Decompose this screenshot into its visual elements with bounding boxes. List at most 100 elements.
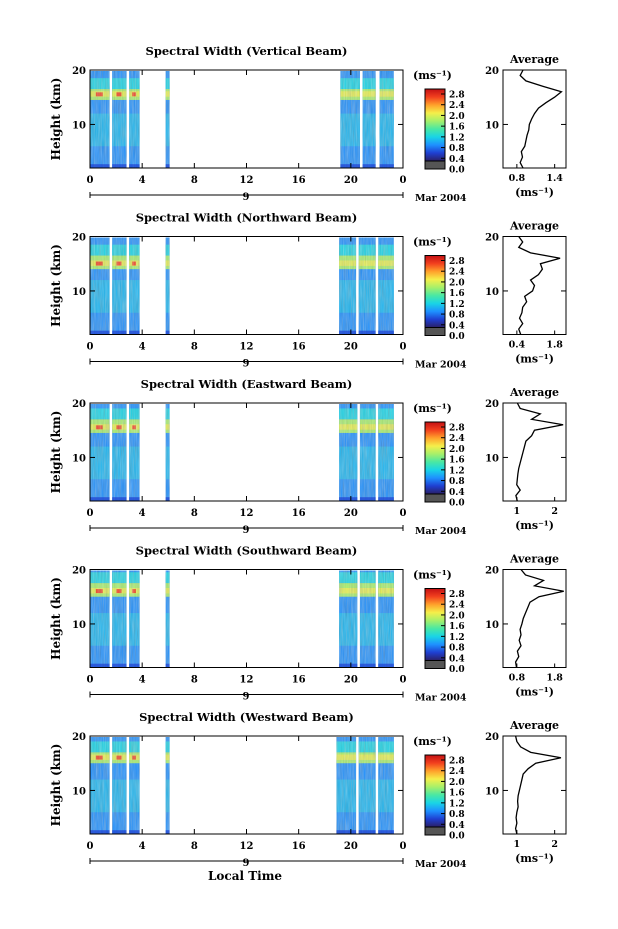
data-block <box>129 737 140 834</box>
avg-x-tick-label: 0.8 <box>509 673 526 684</box>
avg-y-tick-label: 20 <box>485 233 499 244</box>
average-title: Average <box>509 553 559 566</box>
x-tick-label: 4 <box>139 841 146 852</box>
y-tick-label: 20 <box>72 66 86 77</box>
average-profile-line <box>519 69 563 169</box>
colorbar-tick-label: 1.6 <box>449 289 465 299</box>
panel-title: Spectral Width (Eastward Beam) <box>141 377 353 391</box>
x-tick-label: 0 <box>87 841 94 852</box>
x-tick-label: 0 <box>400 342 407 353</box>
average-title: Average <box>509 719 559 732</box>
colorbar <box>424 255 446 328</box>
panel-title: Spectral Width (Southward Beam) <box>136 544 358 558</box>
colorbar-tick-label: 1.2 <box>449 133 465 143</box>
avg-y-tick-label: 20 <box>485 732 499 743</box>
panel-0: Spectral Width (Vertical Beam) 20 10 Height… <box>49 44 567 204</box>
y-tick-label: 20 <box>72 732 86 743</box>
data-block <box>378 237 394 335</box>
colorbar-tick-label: 1.2 <box>449 466 465 476</box>
colorbar-tick-label: 2.0 <box>449 278 465 288</box>
date-label: Mar 2004 <box>415 193 467 204</box>
x-axis-label: Local Time <box>208 869 282 883</box>
avg-y-tick-label: 20 <box>485 399 499 410</box>
data-block <box>358 737 376 834</box>
colorbar <box>424 421 446 495</box>
y-axis-label: Height (km) <box>49 78 63 161</box>
data-block <box>378 737 394 834</box>
x-tick-label: 16 <box>292 175 306 186</box>
colorbar-tick-label: 2.0 <box>449 112 465 122</box>
colorbar-tick-label: 2.0 <box>449 445 465 455</box>
colorbar-unit: (ms⁻¹) <box>413 236 452 249</box>
data-block <box>339 237 357 335</box>
y-axis-label: Height (km) <box>49 744 63 827</box>
average-title: Average <box>509 220 559 233</box>
colorbar-tick-label: 0.8 <box>449 477 465 487</box>
colorbar-tick-label: 2.8 <box>449 257 465 267</box>
x-tick-label: 12 <box>240 342 254 353</box>
data-block <box>112 404 127 501</box>
data-block <box>165 71 170 168</box>
avg-x-tick-label: 2 <box>551 506 558 517</box>
x-tick-label: 16 <box>292 675 306 686</box>
data-block <box>112 237 127 335</box>
data-block <box>336 737 357 834</box>
average-unit: (ms⁻¹) <box>515 686 554 699</box>
colorbar-tick-label: 2.0 <box>449 778 465 788</box>
avg-x-tick-label: 0.4 <box>509 340 526 351</box>
avg-y-tick-label: 20 <box>485 566 499 577</box>
data-block <box>129 237 140 335</box>
x-tick-label: 8 <box>191 175 198 186</box>
colorbar-tick-label: 0.8 <box>449 311 465 321</box>
colorbar-unit: (ms⁻¹) <box>413 69 452 82</box>
avg-y-tick-label: 20 <box>485 66 499 77</box>
x-tick-label: 16 <box>292 841 306 852</box>
average-unit: (ms⁻¹) <box>515 353 554 366</box>
colorbar-tick-label: 2.4 <box>449 434 465 444</box>
x-tick-label: 16 <box>292 508 306 519</box>
panel-title: Spectral Width (Vertical Beam) <box>146 44 348 58</box>
colorbar-tick-label: 0.4 <box>449 654 465 664</box>
x-tick-label: 20 <box>344 841 358 852</box>
x-tick-label: 8 <box>191 508 198 519</box>
colorbar <box>424 588 446 661</box>
colorbar-under <box>424 160 446 170</box>
x-tick-label: 8 <box>191 342 198 353</box>
colorbar-under <box>424 327 446 336</box>
x-tick-label: 0 <box>87 175 94 186</box>
x-tick-label: 20 <box>344 342 358 353</box>
data-block <box>129 404 140 501</box>
colorbar-tick-label: 0.0 <box>449 332 465 342</box>
average-profile-line <box>514 735 562 835</box>
x-tick-label: 8 <box>191 675 198 686</box>
avg-x-tick-label: 0.8 <box>509 173 526 184</box>
average-title: Average <box>509 53 559 66</box>
data-block <box>340 71 360 168</box>
average-frame <box>502 569 567 668</box>
x-tick-label: 4 <box>139 342 146 353</box>
average-unit: (ms⁻¹) <box>515 852 554 865</box>
colorbar-tick-label: 0.8 <box>449 644 465 654</box>
date-label: Mar 2004 <box>415 693 467 704</box>
day-label: 9 <box>243 692 250 703</box>
y-tick-label: 10 <box>72 120 86 131</box>
data-block <box>129 71 140 168</box>
colorbar-tick-label: 2.8 <box>449 91 465 101</box>
data-block <box>90 404 110 501</box>
x-tick-label: 0 <box>400 841 407 852</box>
colorbar-tick-label: 2.8 <box>449 424 465 434</box>
panel-1: Spectral Width (Northward Beam) 20 10 Heigh… <box>49 211 567 371</box>
avg-y-tick-label: 10 <box>485 287 499 298</box>
x-tick-label: 4 <box>139 508 146 519</box>
colorbar-tick-label: 1.2 <box>449 633 465 643</box>
data-block <box>165 737 170 834</box>
x-tick-label: 4 <box>139 175 146 186</box>
avg-x-tick-label: 1.8 <box>546 673 563 684</box>
colorbar-unit: (ms⁻¹) <box>413 402 452 415</box>
data-block <box>165 237 170 335</box>
panel-3: Spectral Width (Southward Beam) 20 10 Heigh… <box>49 544 567 704</box>
colorbar-tick-label: 0.4 <box>449 155 465 165</box>
day-label: 9 <box>243 525 250 536</box>
avg-y-tick-label: 10 <box>485 453 499 464</box>
